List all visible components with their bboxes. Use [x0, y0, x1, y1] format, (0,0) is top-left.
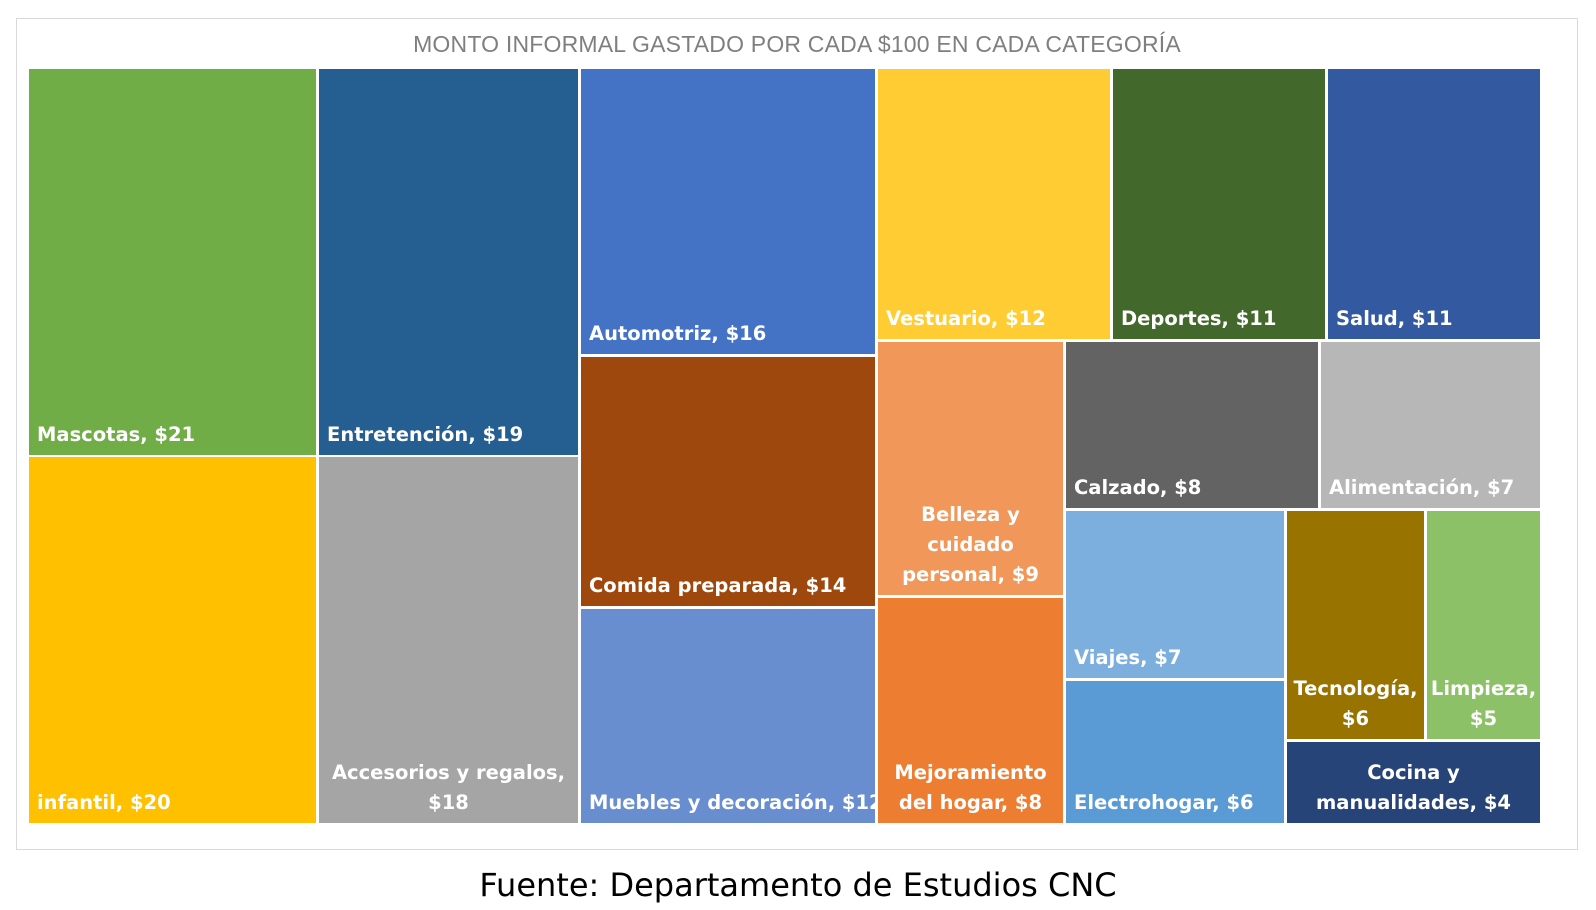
tile-vestuario	[878, 69, 1110, 339]
tile-label-electrohogar: Electrohogar, $6	[1074, 791, 1254, 814]
tile-alimentacion	[1321, 342, 1540, 508]
tile-label-line: infantil, $20	[37, 791, 171, 814]
tile-label-line: del hogar, $8	[899, 791, 1042, 814]
tile-label-line: $18	[428, 791, 469, 814]
tile-label-line: Entretención, $19	[327, 423, 523, 446]
tile-label-line: Belleza y	[921, 503, 1020, 526]
tile-label-vestuario: Vestuario, $12	[886, 307, 1046, 330]
tile-label-line: $5	[1470, 707, 1497, 730]
tile-label-deportes: Deportes, $11	[1121, 307, 1276, 330]
tile-label-automotriz: Automotriz, $16	[589, 322, 766, 345]
tile-label-tecnologia: Tecnología, $6	[1293, 677, 1417, 730]
chart-title: MONTO INFORMAL GASTADO POR CADA $100 EN …	[413, 31, 1181, 57]
tile-muebles-y-decoracion	[581, 609, 875, 823]
tile-viajes	[1066, 511, 1284, 678]
tile-label-alimentacion: Alimentación, $7	[1329, 476, 1514, 499]
tile-salud	[1328, 69, 1540, 339]
tile-label-entretencion: Entretención, $19	[327, 423, 523, 446]
tile-accesorios-y-regalos	[319, 457, 578, 823]
tile-deportes	[1113, 69, 1325, 339]
tile-label-comida-preparada: Comida preparada, $14	[589, 574, 846, 597]
tile-label-limpieza: Limpieza, $5	[1431, 677, 1536, 730]
tile-limpieza	[1427, 511, 1540, 739]
tile-label-accesorios-y-regalos: Accesorios y regalos, $18	[332, 761, 565, 814]
tile-label-viajes: Viajes, $7	[1074, 646, 1181, 669]
tile-label-line: Salud, $11	[1336, 307, 1453, 330]
tile-infantil	[29, 457, 316, 823]
tile-cocina-y-manualidades	[1287, 742, 1540, 823]
tile-label-salud: Salud, $11	[1336, 307, 1453, 330]
source-note: Fuente: Departamento de Estudios CNC	[479, 866, 1117, 904]
tile-belleza-y-cuidado-personal	[878, 342, 1063, 595]
tile-label-belleza-y-cuidado-personal: Belleza y cuidado personal, $9	[902, 503, 1039, 586]
tile-label-line: Vestuario, $12	[886, 307, 1046, 330]
tile-label-line: Tecnología,	[1293, 677, 1417, 700]
tile-mascotas	[29, 69, 316, 455]
tile-label-muebles-y-decoracion: Muebles y decoración, $12	[589, 791, 883, 814]
tile-label-line: Limpieza,	[1431, 677, 1536, 700]
tile-label-line: Deportes, $11	[1121, 307, 1276, 330]
tile-label-line: Mascotas, $21	[37, 423, 195, 446]
tile-label-infantil: infantil, $20	[37, 791, 171, 814]
tile-label-line: personal, $9	[902, 563, 1039, 586]
tile-label-line: Muebles y decoración, $12	[589, 791, 883, 814]
tile-label-line: Electrohogar, $6	[1074, 791, 1254, 814]
tile-label-line: $6	[1342, 707, 1369, 730]
tile-calzado	[1066, 342, 1318, 508]
tile-label-line: Alimentación, $7	[1329, 476, 1514, 499]
tile-label-line: Calzado, $8	[1074, 476, 1201, 499]
tile-entretencion	[319, 69, 578, 455]
tile-electrohogar	[1066, 681, 1284, 823]
tile-automotriz	[581, 69, 875, 354]
tile-label-calzado: Calzado, $8	[1074, 476, 1201, 499]
tile-label-line: Cocina y	[1367, 761, 1460, 784]
tile-label-line: manualidades, $4	[1316, 791, 1511, 814]
tile-label-line: cuidado	[927, 533, 1014, 556]
tile-label-cocina-y-manualidades: Cocina y manualidades, $4	[1316, 761, 1511, 814]
tile-label-line: Mejoramiento	[894, 761, 1046, 784]
tile-label-mascotas: Mascotas, $21	[37, 423, 195, 446]
tile-comida-preparada	[581, 357, 875, 606]
tile-tecnologia	[1287, 511, 1424, 739]
tile-label-mejoramiento-del-hogar: Mejoramiento del hogar, $8	[894, 761, 1046, 814]
tile-label-line: Viajes, $7	[1074, 646, 1181, 669]
tile-mejoramiento-del-hogar	[878, 598, 1063, 823]
tile-label-line: Automotriz, $16	[589, 322, 766, 345]
tile-label-line: Accesorios y regalos,	[332, 761, 565, 784]
tile-label-line: Comida preparada, $14	[589, 574, 846, 597]
